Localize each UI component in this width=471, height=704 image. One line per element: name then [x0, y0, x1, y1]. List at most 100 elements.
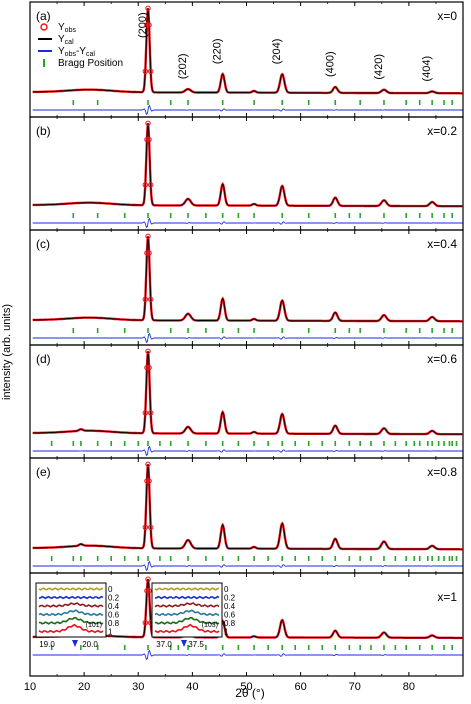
observed-point — [146, 250, 152, 256]
observed-point — [142, 68, 148, 74]
panel-letter: (d) — [36, 352, 51, 366]
panel-composition: x=1 — [437, 590, 457, 604]
inset-series-label: 0 — [108, 585, 113, 594]
difference-curve — [32, 560, 463, 572]
inset-series-curve — [154, 602, 220, 608]
legend-label: Yobs-Ycal — [58, 46, 95, 58]
observed-point — [145, 461, 151, 467]
difference-curve — [32, 649, 463, 661]
calculated-curve — [32, 123, 463, 207]
y-axis-label: intensity (arb. units) — [1, 304, 13, 400]
x-tick-label: 40 — [186, 681, 198, 693]
calculated-curve — [32, 8, 463, 94]
observed-point — [144, 250, 150, 256]
peak-label: (220) — [212, 38, 224, 64]
x-tick-label: 80 — [403, 681, 415, 693]
panel-letter: (a) — [36, 9, 51, 23]
inset-series-label: 1 — [108, 628, 113, 637]
calculated-curve — [32, 351, 463, 435]
inset-tick-label: 37.5 — [188, 640, 204, 649]
observed-point — [144, 136, 150, 143]
inset-series-label: 0 — [224, 585, 229, 594]
observed-point — [144, 364, 150, 371]
inset-arrow-marker — [181, 640, 187, 647]
observed-curve — [32, 464, 463, 551]
peak-label: (200) — [137, 12, 149, 38]
legend-label: Ycal — [58, 34, 74, 46]
observed-point — [144, 588, 150, 594]
observed-curve — [32, 123, 463, 208]
observed-point — [145, 348, 151, 354]
observed-point — [146, 136, 152, 143]
inset-series-curve — [38, 587, 104, 591]
observed-point — [144, 22, 150, 28]
observed-point — [145, 233, 151, 239]
observed-point — [144, 478, 150, 484]
panel-frame — [29, 229, 464, 346]
peak-label: (420) — [373, 54, 385, 80]
observed-point — [146, 22, 152, 28]
panel-composition: x=0.4 — [427, 237, 457, 251]
x-tick-label: 10 — [24, 681, 36, 693]
observed-curve — [32, 236, 463, 323]
panel-frame — [29, 116, 464, 231]
panel-composition: x=0.2 — [427, 124, 457, 138]
observed-point — [146, 364, 152, 371]
difference-curve — [32, 332, 463, 344]
x-tick-label: 70 — [349, 681, 361, 693]
x-tick-label: 30 — [132, 681, 144, 693]
difference-curve — [32, 104, 463, 116]
observed-point — [146, 478, 152, 484]
inset-peak-label: (101) — [86, 622, 102, 629]
inset-peak-label: (103) — [202, 622, 218, 629]
observed-curve — [32, 8, 463, 95]
observed-point — [142, 620, 148, 626]
peak-label: (202) — [177, 53, 189, 79]
inset-series-curve — [154, 609, 220, 617]
inset-series-curve — [38, 616, 104, 625]
panel-composition: x=0.6 — [427, 352, 457, 366]
observed-curve — [32, 351, 463, 436]
panel-letter: (b) — [36, 124, 51, 138]
panel-letter: (c) — [36, 237, 50, 251]
observed-point — [142, 524, 148, 530]
observed-point — [145, 120, 151, 126]
inset-series-curve — [38, 623, 104, 634]
inset-series-label: 0.4 — [108, 602, 120, 611]
difference-curve — [32, 445, 463, 457]
x-tick-label: 60 — [295, 681, 307, 693]
observed-point — [142, 410, 148, 416]
legend-label: Bragg Position — [58, 58, 123, 69]
observed-point — [146, 588, 152, 594]
inset-tick-label: 19.0 — [39, 640, 55, 649]
panel-frame — [29, 457, 464, 574]
inset-tick-label: 20.0 — [82, 640, 98, 649]
panel-composition: x=0.8 — [427, 465, 457, 479]
inset-series-curve — [38, 595, 104, 600]
peak-label: (400) — [324, 51, 336, 77]
inset-series-label: 0.6 — [108, 611, 120, 620]
observed-point — [147, 410, 154, 416]
inset-series-label: 0.6 — [224, 611, 236, 620]
x-axis-label: 2θ (°) — [235, 686, 264, 700]
inset-series-curve — [38, 602, 104, 608]
inset-series-label: 0.8 — [224, 619, 236, 628]
observed-point — [145, 576, 151, 582]
legend-label: Yobs — [58, 22, 76, 34]
observed-point — [147, 296, 154, 303]
difference-curve — [32, 217, 463, 229]
inset-series-label: 0.8 — [108, 619, 120, 628]
inset-series-label: 1 — [224, 628, 229, 637]
observed-point — [145, 5, 151, 11]
peak-label: (404) — [421, 56, 433, 82]
inset-series-curve — [154, 616, 220, 625]
x-tick-label: 20 — [78, 681, 90, 693]
panel-composition: x=0 — [437, 9, 457, 23]
x-tick-label: 50 — [240, 681, 252, 693]
observed-point — [147, 524, 154, 531]
observed-point — [142, 296, 148, 302]
inset-tick-label: 37.0 — [156, 640, 172, 649]
inset-arrow-marker — [72, 640, 78, 647]
inset-series-label: 0.2 — [224, 594, 236, 603]
inset-series-label: 0.2 — [108, 594, 120, 603]
